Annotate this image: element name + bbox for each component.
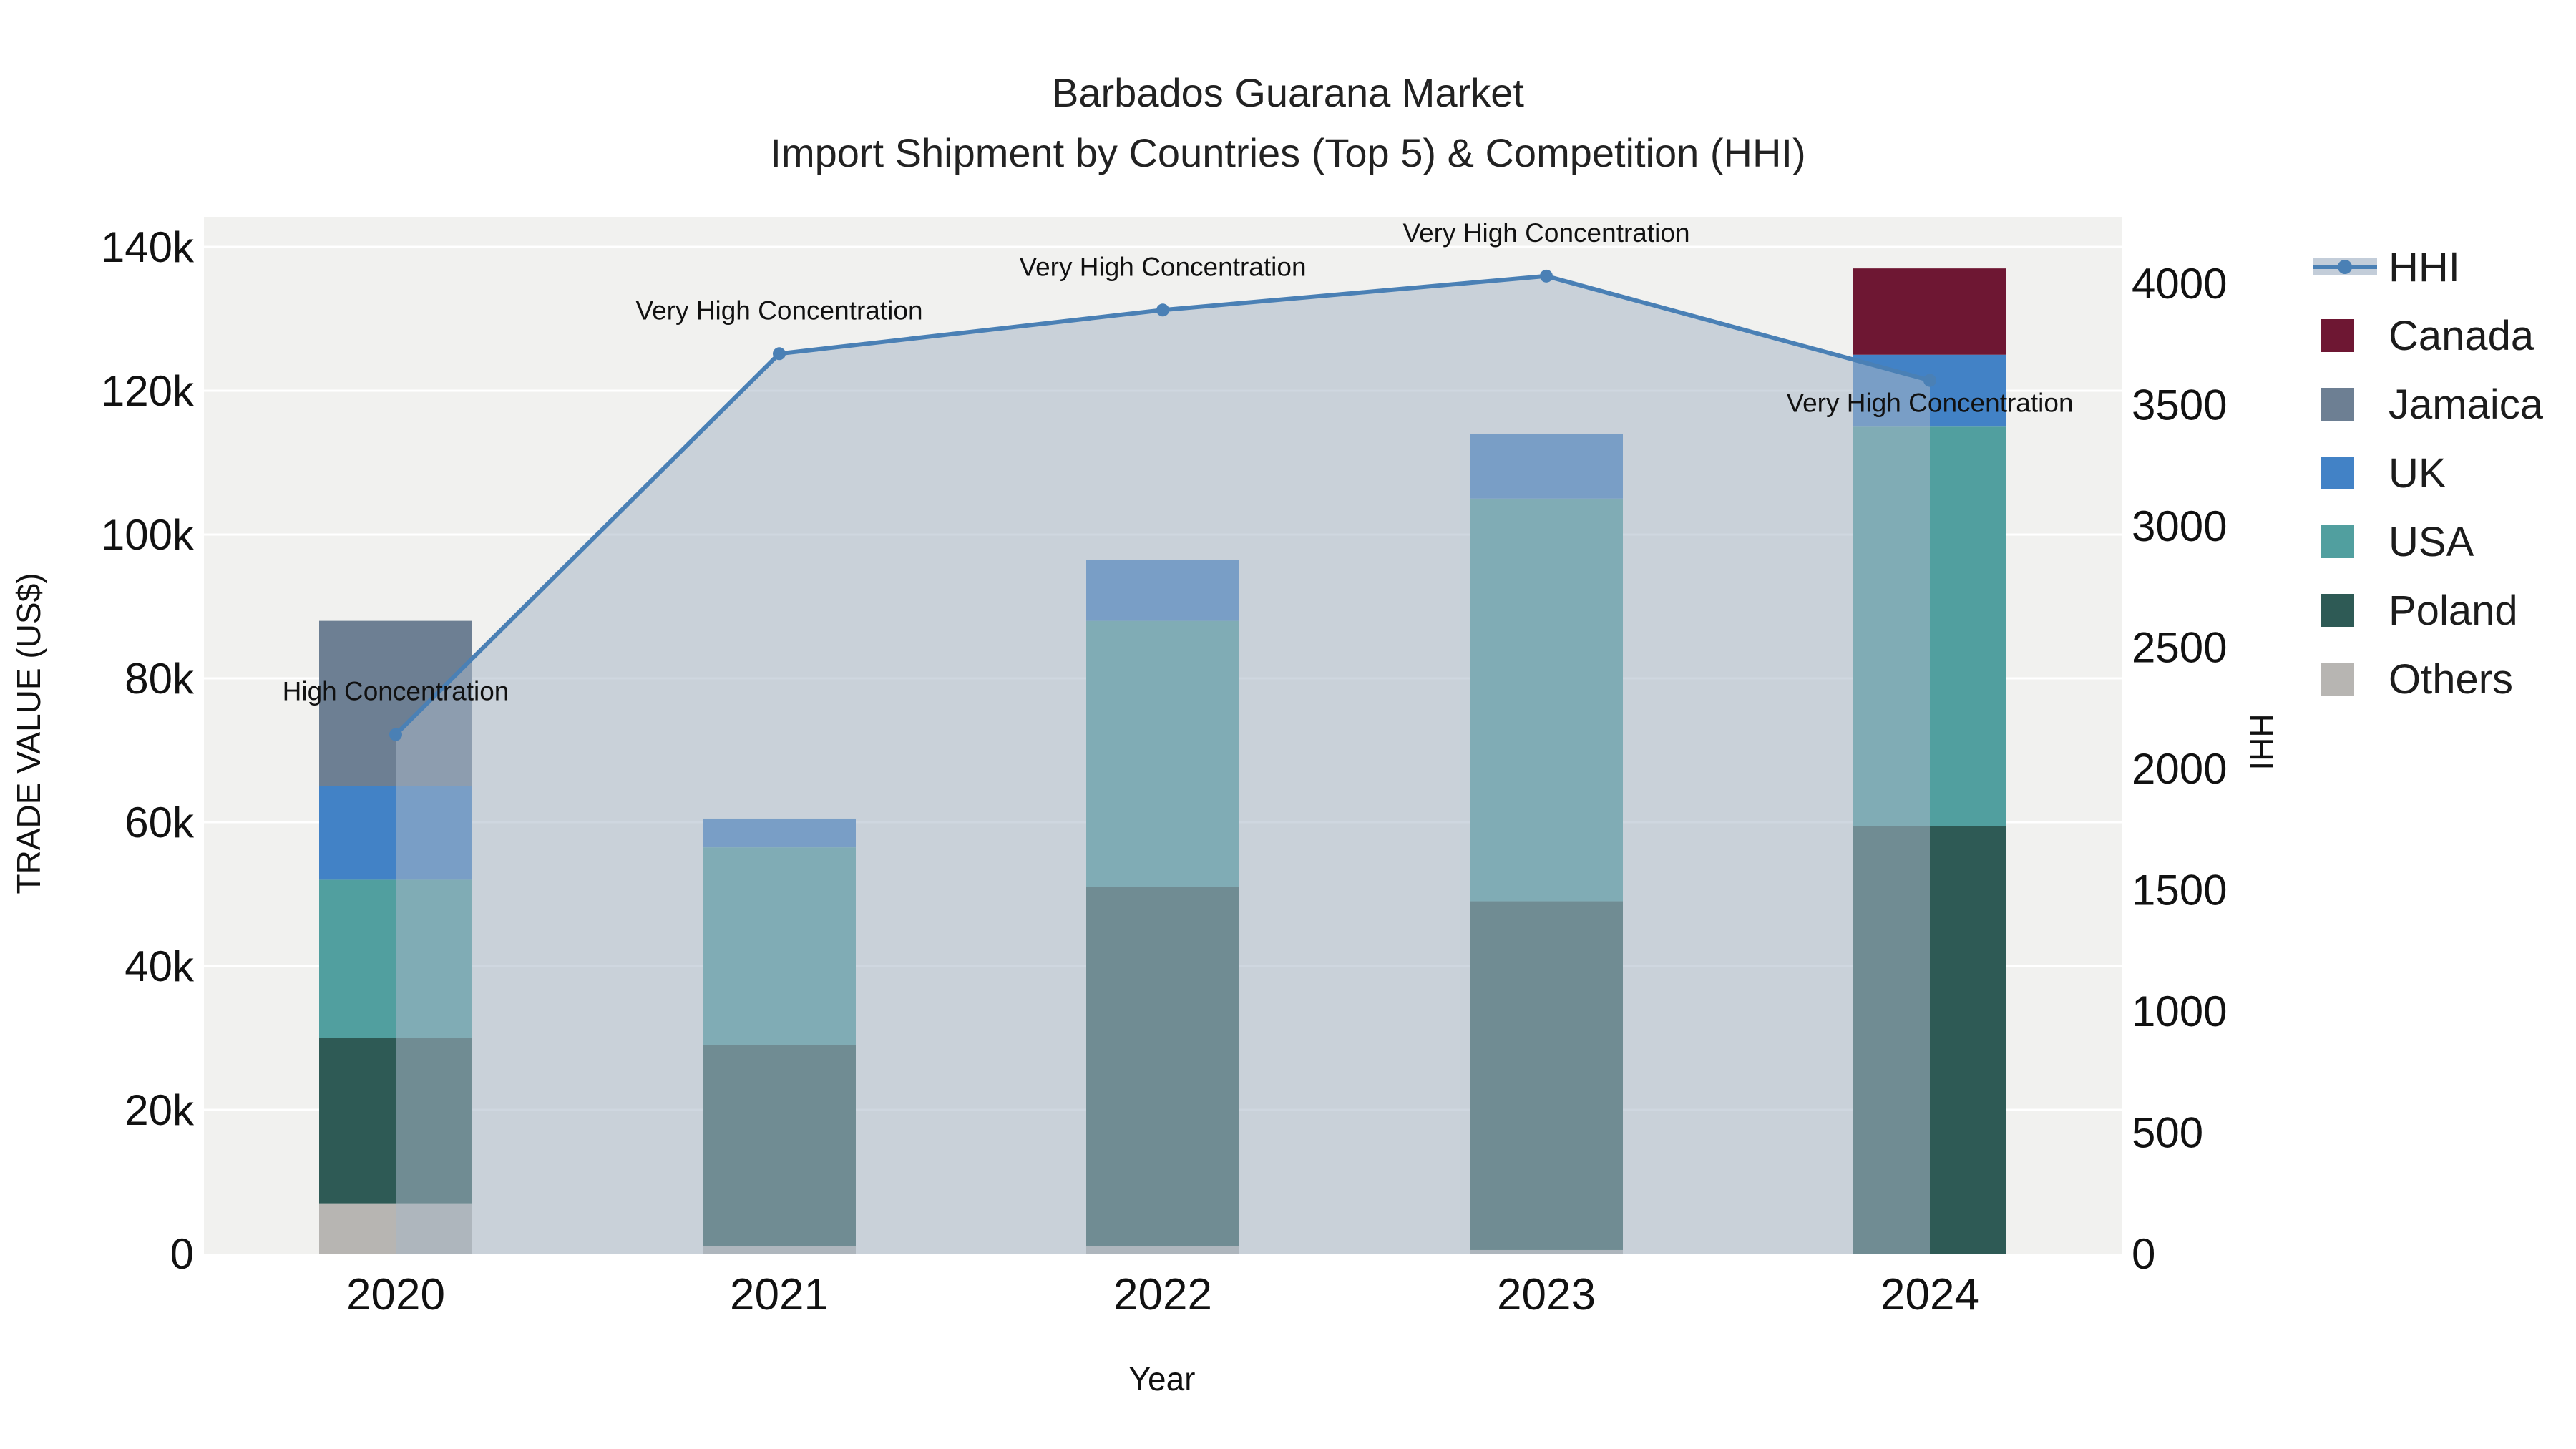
legend-item-canada[interactable]: Canada bbox=[2313, 301, 2543, 370]
y2-tick-1000: 1000 bbox=[2132, 987, 2227, 1035]
y-tick-100k: 100k bbox=[101, 511, 195, 559]
annotation-2020: High Concentration bbox=[283, 677, 509, 706]
x-tick-2020: 2020 bbox=[346, 1270, 445, 1319]
y-tick-0: 0 bbox=[170, 1230, 194, 1278]
legend-color-swatch-icon bbox=[2321, 663, 2354, 696]
y2-tick-500: 500 bbox=[2132, 1109, 2203, 1157]
legend-color-swatch-icon bbox=[2321, 457, 2354, 489]
annotation-2024: Very High Concentration bbox=[1786, 389, 2073, 418]
y2-tick-3000: 3000 bbox=[2132, 502, 2227, 550]
legend: HHI Canada Jamaica UK USA Poland Others bbox=[2313, 233, 2543, 713]
y2-tick-2500: 2500 bbox=[2132, 624, 2227, 672]
y-tick-120k: 120k bbox=[101, 367, 195, 415]
legend-square bbox=[2321, 388, 2354, 421]
x-tick-2024: 2024 bbox=[1880, 1270, 1979, 1319]
y2-tick-3500: 3500 bbox=[2132, 381, 2227, 429]
legend-line-marker bbox=[2338, 260, 2352, 274]
legend-color-swatch-icon bbox=[2321, 525, 2354, 558]
y-axis-title: TRADE VALUE (US$) bbox=[10, 572, 47, 894]
y2-axis-title: HHI bbox=[2243, 713, 2280, 771]
legend-label-others: Others bbox=[2389, 655, 2514, 703]
legend-label-poland: Poland bbox=[2389, 587, 2518, 634]
legend-label-hhi: HHI bbox=[2389, 243, 2460, 291]
y-tick-20k: 20k bbox=[125, 1086, 195, 1134]
legend-item-hhi[interactable]: HHI bbox=[2313, 233, 2543, 301]
y-tick-80k: 80k bbox=[125, 655, 195, 703]
y-tick-140k: 140k bbox=[101, 223, 195, 271]
annotation-2023: Very High Concentration bbox=[1402, 218, 1689, 248]
y-tick-60k: 60k bbox=[125, 799, 195, 847]
legend-label-uk: UK bbox=[2389, 449, 2446, 497]
hhi-marker-2022 bbox=[1156, 303, 1169, 317]
x-tick-2021: 2021 bbox=[730, 1270, 829, 1319]
legend-item-poland[interactable]: Poland bbox=[2313, 576, 2543, 645]
legend-square bbox=[2321, 319, 2354, 352]
legend-square bbox=[2321, 457, 2354, 489]
chart-title-line2: Import Shipment by Countries (Top 5) & C… bbox=[770, 130, 1806, 175]
legend-item-uk[interactable]: UK bbox=[2313, 439, 2543, 507]
x-tick-2023: 2023 bbox=[1497, 1270, 1596, 1319]
legend-item-jamaica[interactable]: Jamaica bbox=[2313, 370, 2543, 439]
legend-square bbox=[2321, 525, 2354, 558]
hhi-marker-2021 bbox=[773, 347, 786, 361]
y2-tick-2000: 2000 bbox=[2132, 745, 2227, 793]
hhi-marker-2023 bbox=[1540, 269, 1553, 283]
chart-title-line1: Barbados Guarana Market bbox=[1052, 70, 1524, 115]
y-tick-40k: 40k bbox=[125, 942, 195, 990]
y2-tick-4000: 4000 bbox=[2132, 260, 2227, 308]
annotation-2021: Very High Concentration bbox=[635, 296, 922, 325]
x-axis-title: Year bbox=[1128, 1360, 1196, 1397]
legend-label-canada: Canada bbox=[2389, 312, 2534, 359]
legend-square bbox=[2321, 594, 2354, 627]
legend-line-swatch-icon bbox=[2313, 258, 2377, 275]
hhi-marker-2024 bbox=[1923, 374, 1936, 387]
x-tick-2022: 2022 bbox=[1113, 1270, 1212, 1319]
legend-color-swatch-icon bbox=[2321, 319, 2354, 352]
legend-label-jamaica: Jamaica bbox=[2389, 381, 2543, 428]
legend-label-usa: USA bbox=[2389, 518, 2474, 565]
hhi-area bbox=[396, 275, 1930, 1254]
legend-color-swatch-icon bbox=[2321, 594, 2354, 627]
legend-square bbox=[2321, 663, 2354, 696]
y2-tick-0: 0 bbox=[2132, 1230, 2155, 1278]
hhi-marker-2020 bbox=[389, 728, 402, 741]
legend-color-swatch-icon bbox=[2321, 388, 2354, 421]
annotation-2022: Very High Concentration bbox=[1019, 252, 1306, 281]
y2-tick-1500: 1500 bbox=[2132, 867, 2227, 914]
bar-2024-canada bbox=[1853, 268, 2006, 355]
chart-title: Barbados Guarana Market Import Shipment … bbox=[0, 63, 2576, 183]
legend-item-usa[interactable]: USA bbox=[2313, 507, 2543, 576]
legend-item-others[interactable]: Others bbox=[2313, 645, 2543, 713]
